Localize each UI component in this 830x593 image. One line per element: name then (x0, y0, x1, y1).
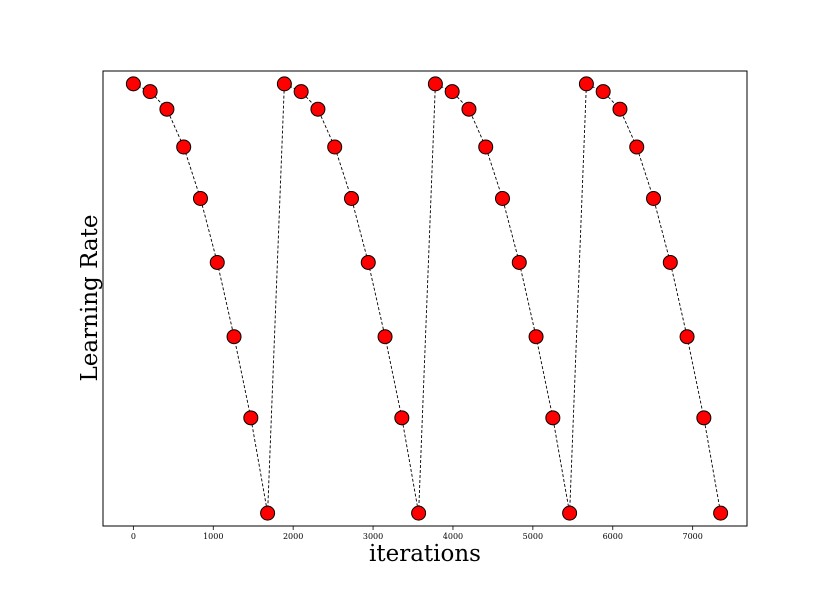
data-point (343, 190, 359, 206)
data-point (209, 254, 225, 270)
data-point (612, 101, 628, 117)
series-markers (125, 76, 729, 521)
x-tick-label: 4000 (443, 532, 463, 541)
data-point (562, 505, 578, 521)
x-tick-label: 7000 (682, 532, 702, 541)
data-point (276, 76, 292, 92)
x-tick-label: 6000 (603, 532, 623, 541)
series-line (133, 83, 722, 514)
data-point (142, 84, 158, 100)
series-polyline (133, 83, 722, 514)
data-point (427, 76, 443, 92)
data-point (478, 139, 494, 155)
data-point (159, 101, 175, 117)
data-point (578, 76, 594, 92)
data-point (696, 410, 712, 426)
x-axis-ticks: 0 1000 2000 3000 4000 5000 6000 7000 (131, 526, 703, 541)
x-tick-label: 2000 (283, 532, 303, 541)
x-tick-label: 3000 (363, 532, 383, 541)
data-point (360, 254, 376, 270)
data-point (495, 190, 510, 206)
data-point (411, 505, 427, 521)
data-point (713, 505, 729, 521)
data-point (511, 254, 527, 270)
x-tick-label: 0 (131, 532, 136, 541)
data-point (595, 84, 611, 100)
y-axis-label: Learning Rate (77, 214, 103, 381)
data-point (243, 410, 259, 426)
x-tick-label: 1000 (203, 532, 223, 541)
data-point (545, 410, 561, 426)
data-point (176, 139, 192, 155)
data-point (192, 190, 208, 206)
data-point (260, 505, 276, 521)
data-point (293, 84, 309, 100)
data-point (679, 329, 695, 345)
data-point (226, 329, 242, 345)
data-point (528, 329, 544, 345)
data-point (461, 101, 477, 117)
data-point (327, 139, 343, 155)
data-point (377, 329, 393, 345)
x-tick-label: 5000 (523, 532, 543, 541)
data-point (646, 190, 662, 206)
data-point (444, 84, 460, 100)
data-point (662, 254, 678, 270)
plot-frame (102, 70, 748, 527)
data-point (394, 410, 410, 426)
x-axis-label: iterations (369, 541, 481, 567)
data-point (629, 139, 645, 155)
data-point (125, 76, 141, 92)
data-point (310, 101, 326, 117)
